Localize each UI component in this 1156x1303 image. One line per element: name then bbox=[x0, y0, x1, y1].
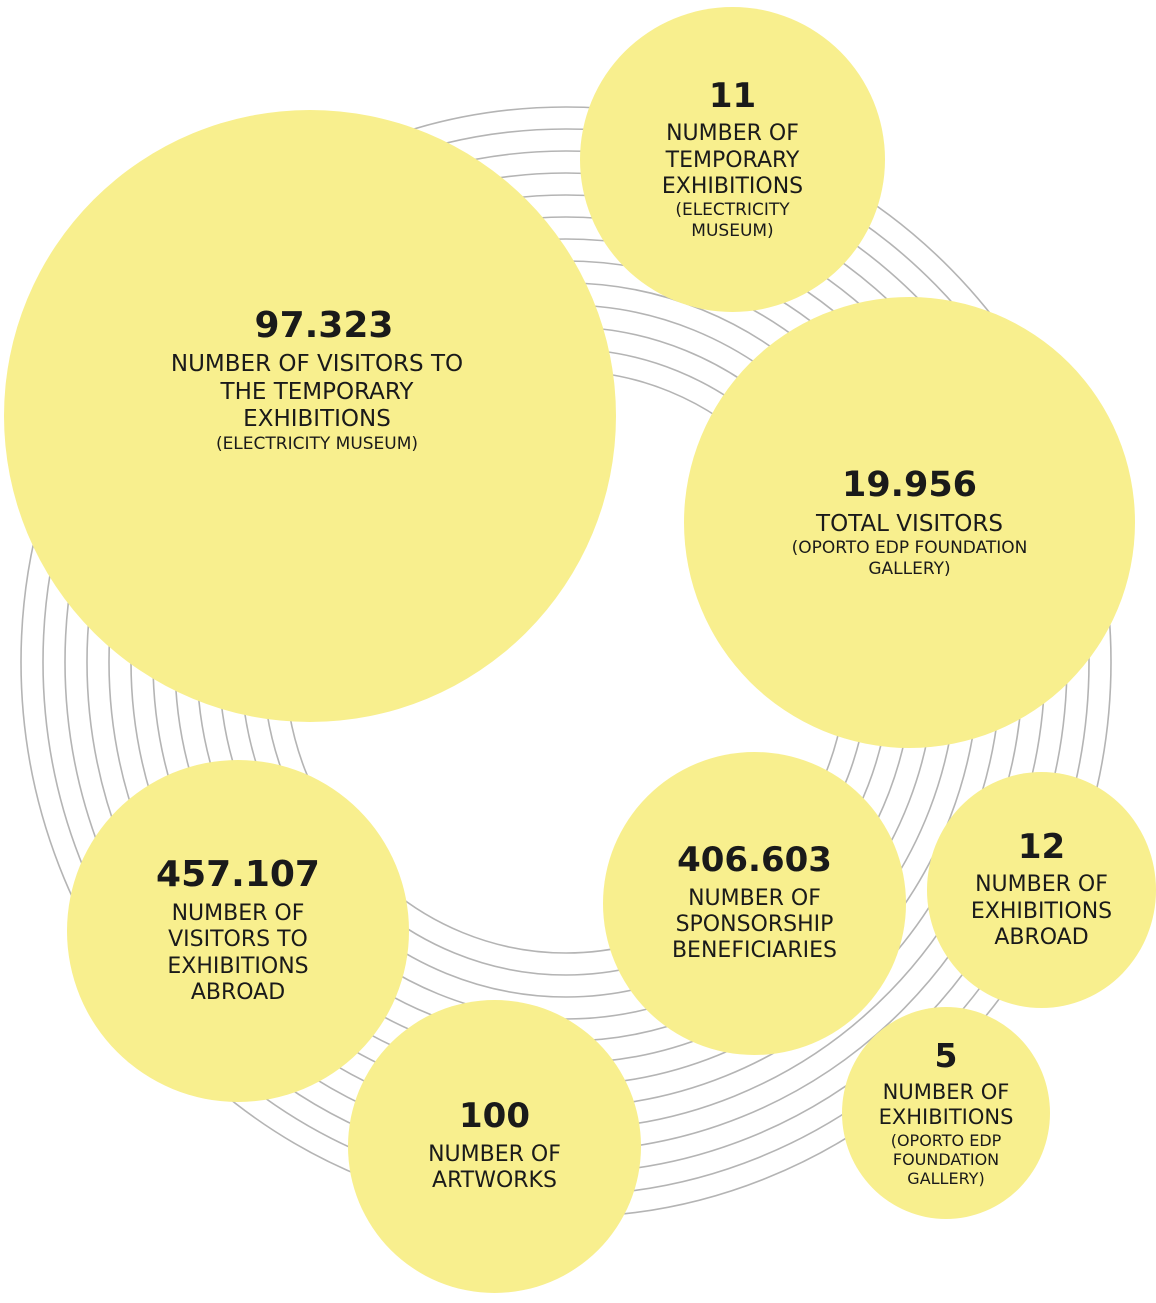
bubble-visitors-temporary-exhibitions: 97.323 NUMBER OF VISITORS TO THE TEMPORA… bbox=[4, 110, 616, 722]
bubble-value: 97.323 bbox=[254, 304, 394, 346]
bubble-label: NUMBER OF VISITORS TO EXHIBITIONS ABROAD bbox=[167, 901, 309, 1006]
bubble-temporary-exhibitions-count: 11 NUMBER OF TEMPORARY EXHIBITIONS (ELEC… bbox=[580, 7, 885, 312]
bubble-label: NUMBER OF VISITORS TO THE TEMPORARY EXHI… bbox=[170, 351, 464, 433]
bubble-sublabel: (ELECTRICITY MUSEUM) bbox=[215, 433, 419, 454]
bubble-sublabel: (ELECTRICITY MUSEUM) bbox=[675, 200, 790, 241]
bubble-label: NUMBER OF TEMPORARY EXHIBITIONS bbox=[661, 121, 804, 199]
bubble-label: NUMBER OF ARTWORKS bbox=[428, 1141, 561, 1194]
bubble-value: 406.603 bbox=[677, 840, 832, 881]
bubble-label: NUMBER OF SPONSORSHIP BENEFICIARIES bbox=[671, 885, 838, 964]
bubble-artworks: 100 NUMBER OF ARTWORKS bbox=[348, 1000, 641, 1293]
bubble-sublabel: (OPORTO EDP FOUNDATION GALLERY) bbox=[890, 1130, 1002, 1188]
bubble-label: NUMBER OF EXHIBITIONS ABROAD bbox=[970, 872, 1113, 950]
bubble-sublabel: (OPORTO EDP FOUNDATION GALLERY) bbox=[791, 538, 1028, 579]
bubble-value: 12 bbox=[1017, 826, 1066, 867]
bubble-exhibitions-abroad: 12 NUMBER OF EXHIBITIONS ABROAD bbox=[927, 772, 1156, 1008]
bubble-value: 5 bbox=[934, 1035, 958, 1075]
bubble-value: 457.107 bbox=[156, 854, 320, 896]
bubble-label: NUMBER OF EXHIBITIONS bbox=[878, 1080, 1014, 1130]
bubble-visitors-exhibitions-abroad: 457.107 NUMBER OF VISITORS TO EXHIBITION… bbox=[67, 760, 409, 1102]
bubble-total-visitors-gallery: 19.956 TOTAL VISITORS (OPORTO EDP FOUNDA… bbox=[684, 297, 1135, 748]
bubble-value: 19.956 bbox=[841, 465, 978, 506]
bubble-value: 11 bbox=[708, 75, 757, 116]
bubble-label: TOTAL VISITORS bbox=[816, 510, 1003, 537]
bubble-value: 100 bbox=[459, 1096, 530, 1137]
bubble-exhibitions-gallery: 5 NUMBER OF EXHIBITIONS (OPORTO EDP FOUN… bbox=[842, 1007, 1050, 1219]
bubble-sponsorship-beneficiaries: 406.603 NUMBER OF SPONSORSHIP BENEFICIAR… bbox=[603, 752, 906, 1055]
